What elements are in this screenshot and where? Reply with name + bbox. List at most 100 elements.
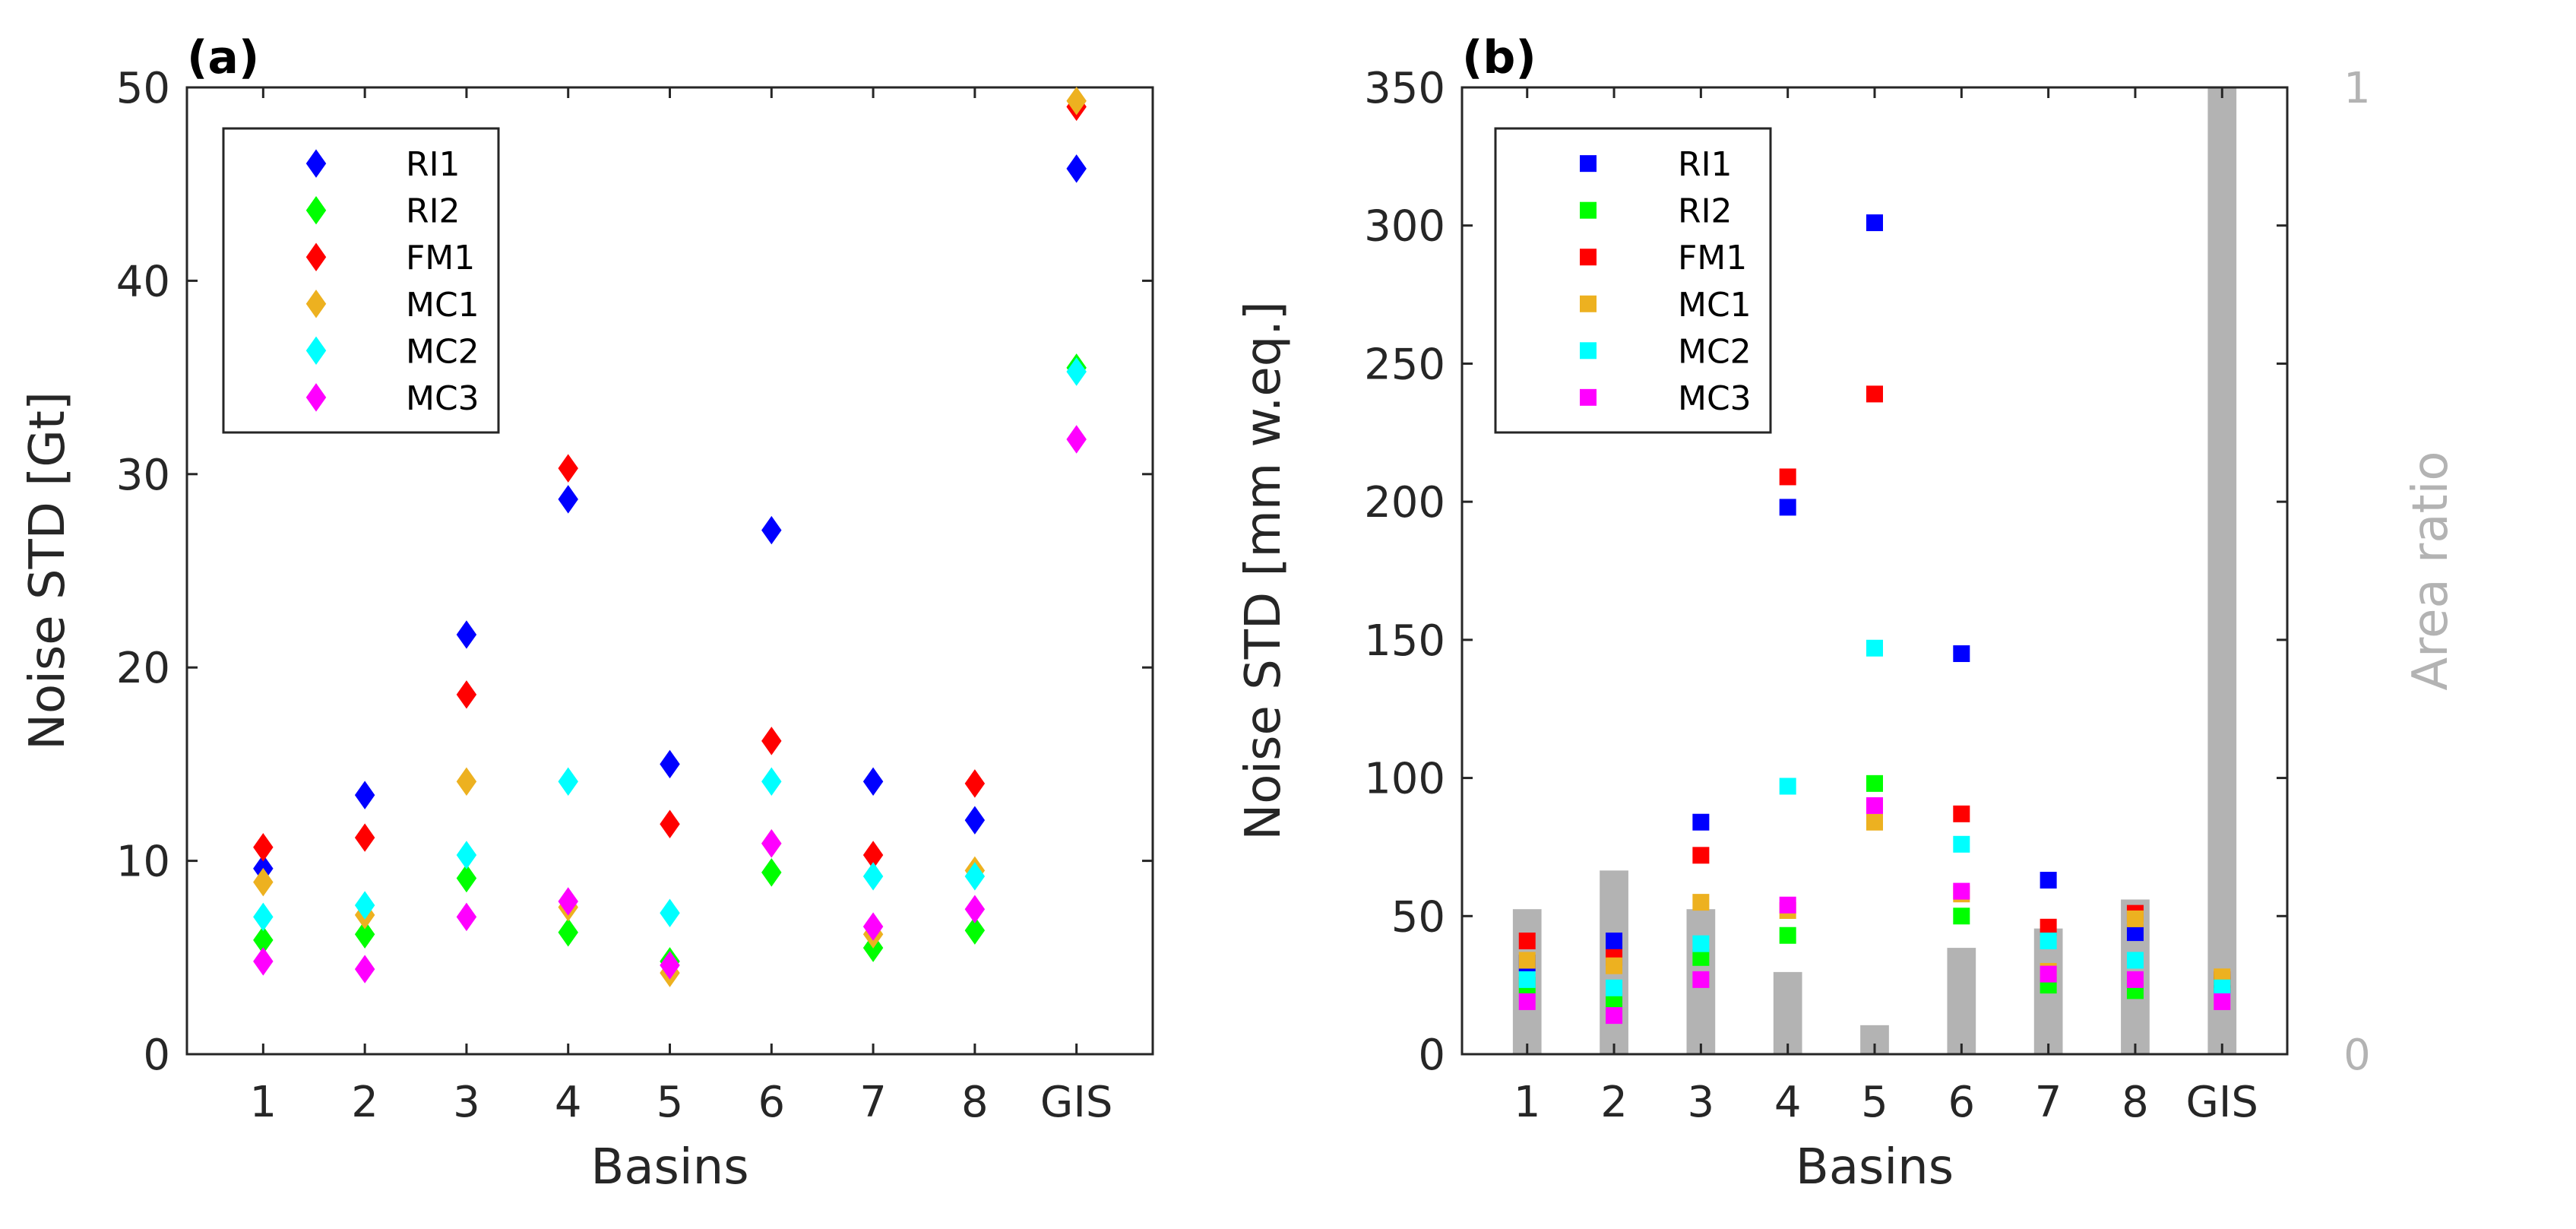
legend-marker-ri2	[305, 195, 327, 225]
point-mc3-basin-gis	[2214, 993, 2231, 1010]
point-mc3-basin-8	[964, 895, 986, 923]
point-mc2-basin-5	[660, 898, 680, 928]
point-mc2-basin-4	[558, 767, 578, 797]
point-mc3-basin-2	[354, 955, 375, 984]
point-fm1-basin-3	[1692, 847, 1710, 864]
point-mc3-basin-6	[1953, 882, 1970, 900]
x-tick-label-6: 6	[758, 1078, 785, 1127]
legend-label-mc2: MC2	[406, 332, 479, 371]
panel-b: 0 50 100 150 200 250 300 350 0 1 Area ratio 1 2 3 4 5 6 7…	[1236, 31, 2459, 1196]
y-tick-label-250: 250	[1364, 340, 1445, 389]
point-mc2-basin-gis	[1066, 357, 1087, 386]
x-tick-label-7: 7	[859, 1078, 887, 1127]
point-mc2-basin-1	[253, 902, 274, 932]
legend-label-mc3: MC3	[1678, 379, 1752, 418]
legend-label-fm1: FM1	[406, 239, 475, 277]
legend-marker-ri1	[1580, 155, 1597, 173]
point-mc2-basin-4	[1779, 778, 1796, 795]
y-tick-label-10: 10	[116, 838, 170, 887]
legend-marker-mc3	[1580, 388, 1597, 406]
point-ri1-basin-gis	[1066, 154, 1087, 183]
point-mc3-basin-3	[1692, 971, 1710, 988]
point-mc2-basin-7	[2040, 932, 2057, 949]
point-ri1-basin-7	[862, 767, 884, 797]
x-tick-label-3: 3	[1688, 1078, 1715, 1127]
x-tick-label-gis: GIS	[1040, 1078, 1112, 1127]
y-tick-label-350: 350	[1364, 64, 1445, 113]
point-ri2-basin-3	[456, 863, 477, 893]
y2-tick-label-0: 0	[2343, 1031, 2371, 1080]
legend-marker-mc3	[305, 383, 327, 412]
point-ri2-basin-5	[1866, 774, 1883, 792]
point-fm1-basin-4	[558, 454, 578, 483]
point-mc2-basin-2	[354, 891, 375, 920]
point-ri1-basin-6	[1953, 645, 1970, 663]
y2-tick-label-1: 1	[2343, 64, 2371, 113]
point-fm1-basin-2	[354, 823, 375, 852]
point-ri1-basin-2	[1606, 932, 1623, 949]
legend-box	[222, 127, 500, 434]
point-mc2-basin-8	[2126, 952, 2144, 969]
point-mc1-basin-2	[1606, 957, 1623, 974]
x-tick-label-4: 4	[555, 1078, 582, 1127]
point-fm1-basin-5	[660, 809, 680, 838]
point-ri2-basin-6	[761, 858, 782, 887]
point-mc1-basin-1	[253, 867, 274, 897]
x-tick-label-2: 2	[1600, 1078, 1628, 1127]
point-mc3-basin-gis	[1066, 425, 1087, 454]
panel-label: (a)	[187, 31, 259, 84]
legend-label-ri2: RI2	[1678, 192, 1733, 231]
point-mc1-basin-1	[1518, 952, 1536, 969]
point-mc3-basin-1	[1518, 993, 1536, 1010]
point-fm1-basin-1	[253, 833, 274, 862]
legend-marker-mc2	[1580, 342, 1597, 360]
legend-label-mc1: MC1	[1678, 286, 1752, 325]
y-tick-label-300: 300	[1364, 202, 1445, 252]
legend-marker-mc1	[305, 290, 327, 318]
point-mc3-basin-6	[761, 828, 782, 858]
legend-marker-fm1	[1580, 249, 1597, 266]
point-ri2-basin-4	[558, 917, 578, 947]
point-mc3-basin-2	[1606, 1007, 1623, 1025]
point-mc3-basin-8	[2126, 971, 2144, 988]
point-ri1-basin-4	[1779, 499, 1796, 516]
y2-axis-label: Area ratio	[2403, 451, 2459, 690]
point-mc3-basin-7	[2040, 965, 2057, 983]
point-mc2-basin-3	[456, 841, 477, 869]
point-mc1-basin-8	[2126, 910, 2144, 927]
point-mc2-basin-gis	[2214, 979, 2231, 996]
x-tick-label-3: 3	[453, 1078, 480, 1127]
point-ri1-basin-2	[354, 781, 375, 809]
y-tick-label-50: 50	[1391, 892, 1445, 942]
x-tick-label-5: 5	[657, 1078, 684, 1127]
point-mc3-basin-5	[1866, 797, 1883, 814]
x-axis-label: Basins	[590, 1139, 748, 1196]
point-mc1-basin-5	[1866, 813, 1883, 831]
legend-marker-mc1	[1580, 295, 1597, 312]
panel-label: (b)	[1462, 31, 1536, 84]
legend-label-mc2: MC2	[1678, 332, 1752, 371]
point-ri1-basin-7	[2040, 872, 2057, 889]
legend-box	[1494, 127, 1772, 434]
point-mc2-basin-5	[1866, 639, 1883, 657]
point-ri2-basin-6	[1953, 907, 1970, 925]
y-tick-label-20: 20	[116, 644, 170, 693]
legend-label-ri1: RI1	[406, 145, 460, 184]
point-fm1-basin-3	[456, 680, 477, 709]
y-axis-label: Noise STD [Gt]	[20, 391, 76, 750]
point-mc1-basin-3	[456, 767, 477, 797]
point-ri2-basin-3	[1692, 949, 1710, 966]
legend-label-fm1: FM1	[1678, 239, 1747, 277]
x-tick-label-6: 6	[1948, 1078, 1975, 1127]
x-tick-label-gis: GIS	[2186, 1078, 2258, 1127]
y-tick-label-150: 150	[1364, 616, 1445, 666]
point-ri1-basin-4	[558, 485, 578, 514]
point-mc3-basin-4	[558, 887, 578, 916]
point-fm1-basin-7	[2040, 918, 2057, 936]
y-tick-label-30: 30	[116, 451, 170, 500]
point-mc3-basin-3	[456, 902, 477, 932]
point-mc3-basin-5	[660, 951, 680, 980]
point-ri1-basin-5	[660, 749, 680, 779]
legend-marker-ri1	[305, 149, 327, 178]
